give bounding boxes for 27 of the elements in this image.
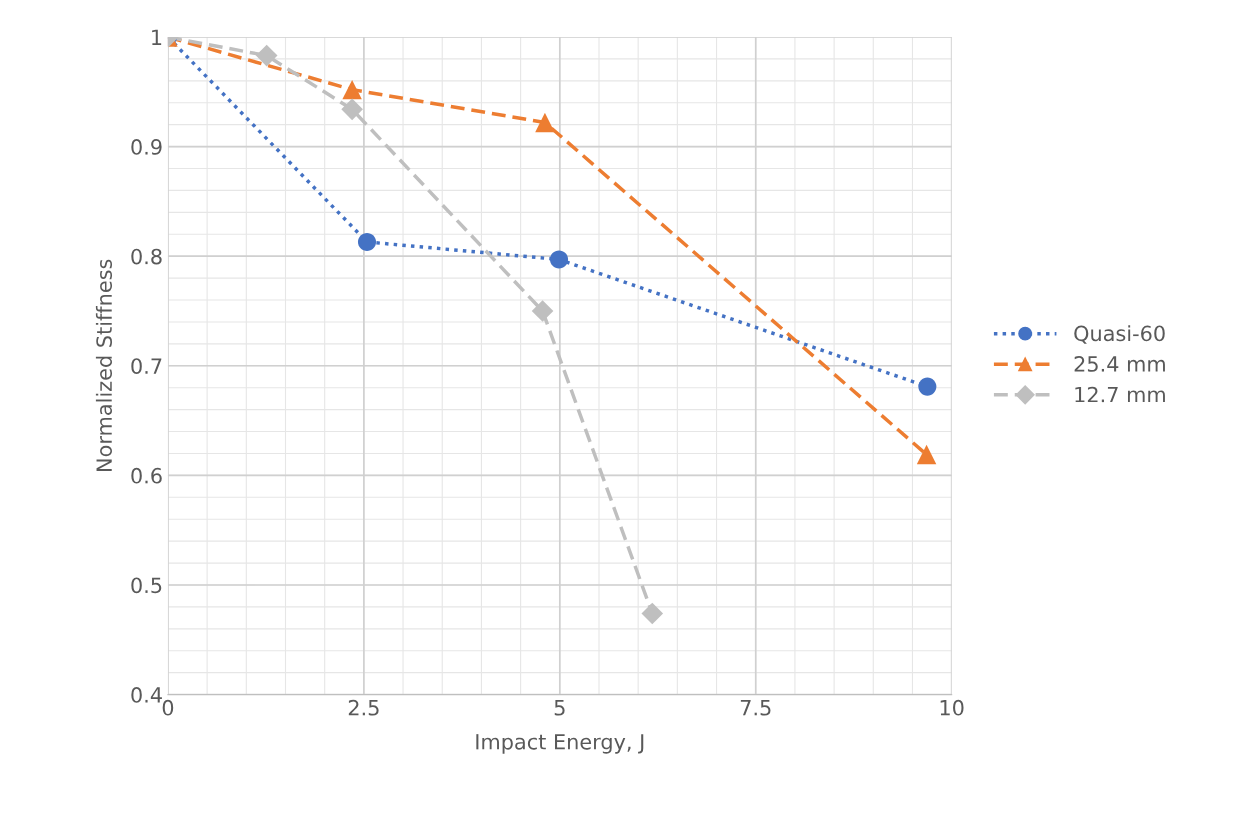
y-tick-label: 0.6 [131,467,162,484]
point [918,377,937,396]
y-tick-label: 0.8 [131,248,162,265]
y-tick-label: 1 [152,29,162,45]
x-axis-title: Impact Energy, J [476,734,644,754]
y-axis-title: Normalized Stiffness [95,259,113,471]
x-tick-label: 10 [940,699,964,716]
x-tick-label: 0 [162,699,174,716]
legend-label: 25.4 mm [1074,356,1165,372]
y-tick-label: 0.9 [131,139,162,155]
point [916,444,937,465]
point [341,98,363,121]
point [255,44,278,67]
point [357,232,377,251]
legend-label: 12.7 mm [1075,386,1165,403]
x-tick-label: 7.5 [740,700,771,716]
point [641,602,664,625]
point [531,300,554,322]
x-tick-label: 5 [554,700,565,716]
point [535,112,555,133]
y-tick-label: 0.5 [131,577,162,594]
y-tick-label: 0.7 [131,358,162,374]
point [549,250,569,269]
y-tick-label: 0.4 [131,687,162,703]
x-tick-label: 2.5 [348,699,379,716]
legend-label: Quasi-60 [1074,325,1165,344]
point [342,79,362,100]
